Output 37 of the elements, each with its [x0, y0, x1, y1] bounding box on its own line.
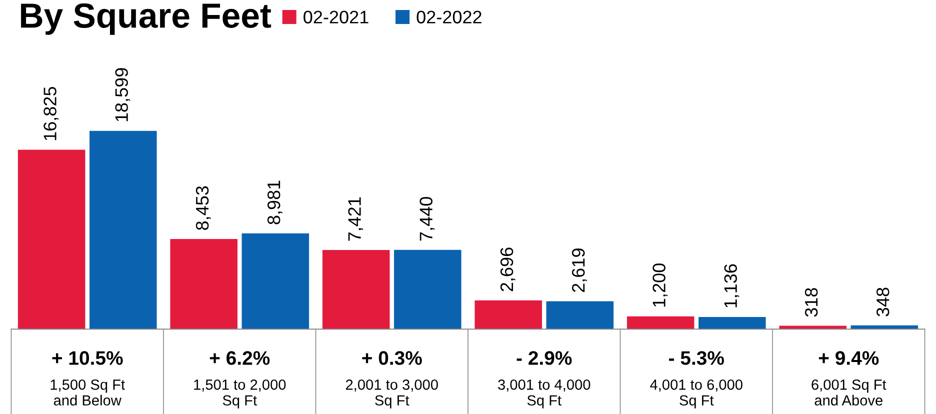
data-label: 7,440 [420, 197, 435, 241]
bar [394, 250, 462, 330]
legend-label: 02-2022 [416, 10, 482, 24]
data-label: 2,619 [572, 248, 587, 292]
data-label: 16,825 [44, 86, 59, 140]
data-label: 8,981 [267, 180, 282, 224]
x-tick-label: 6,001 Sq Ft and Above [812, 380, 886, 406]
data-label: 7,421 [348, 197, 364, 241]
chart-title: By Square Feet [21, 3, 272, 35]
bar [170, 239, 238, 330]
bar [242, 233, 310, 330]
data-label: 348 [876, 288, 890, 316]
text: + 0.3% [362, 351, 422, 365]
bar [18, 150, 86, 330]
text: - 5.3% [669, 351, 724, 365]
data-label: 8,453 [196, 186, 211, 230]
legend-label: 02-2021 [304, 10, 368, 24]
data-label: 1,136 [724, 264, 740, 308]
bar [474, 300, 542, 330]
x-tick-label: 3,001 to 4,000 Sq Ft [498, 380, 590, 408]
data-label: 2,696 [500, 248, 516, 292]
x-tick-label: 1,500 Sq Ft and Below [50, 380, 125, 406]
x-tick-label: 1,501 to 2,000 Sq Ft [194, 380, 286, 408]
text: + 6.2% [210, 351, 270, 365]
x-tick-label: 2,001 to 3,000 Sq Ft [346, 380, 438, 408]
data-label: 1,200 [652, 264, 668, 307]
data-label: 18,599 [115, 68, 130, 122]
bar [90, 130, 157, 330]
bar [546, 301, 614, 330]
data-label: 318 [804, 288, 818, 317]
bar [698, 317, 766, 330]
bar [322, 250, 390, 330]
text: + 10.5% [52, 351, 123, 365]
x-tick-label: 4,001 to 6,000 Sq Ft [650, 380, 742, 408]
text: + 9.4% [818, 351, 879, 365]
text: - 2.9% [516, 351, 572, 365]
bar [626, 316, 694, 330]
